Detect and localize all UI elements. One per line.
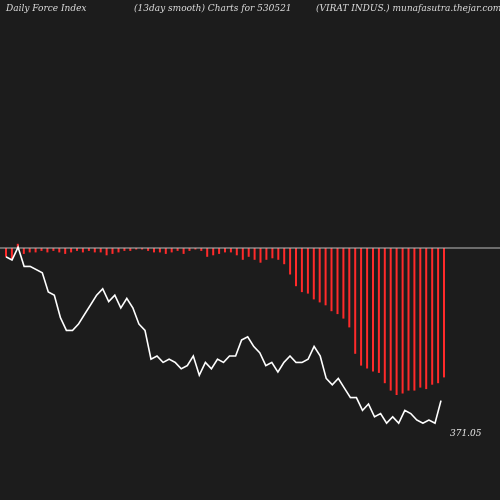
- force-bar: [147, 248, 150, 251]
- force-bar: [413, 248, 416, 391]
- force-bar: [324, 248, 327, 306]
- force-bar: [212, 248, 215, 256]
- force-bar: [52, 248, 55, 251]
- force-bar: [46, 248, 49, 253]
- force-bar: [253, 248, 256, 260]
- force-bar: [425, 248, 428, 390]
- header-right: (VIRAT INDUS.) munafasutra.thejar.com: [316, 3, 500, 14]
- force-bar: [312, 248, 315, 300]
- force-bar: [224, 248, 226, 253]
- force-bar: [34, 248, 37, 253]
- force-bar: [336, 248, 339, 315]
- force-bar: [99, 248, 102, 253]
- force-bar: [194, 248, 197, 250]
- force-bar: [153, 248, 155, 253]
- force-bar: [300, 248, 303, 293]
- force-bar: [360, 248, 363, 366]
- force-bar: [437, 248, 440, 384]
- force-bar: [28, 248, 31, 253]
- force-bar: [105, 248, 108, 256]
- force-bar: [5, 248, 7, 257]
- force-bar: [419, 248, 422, 388]
- force-bar: [76, 248, 78, 251]
- last-price-label: 371.05: [450, 429, 482, 439]
- force-bar: [87, 248, 90, 251]
- force-bar: [164, 248, 167, 254]
- force-bar: [182, 248, 185, 254]
- force-bar: [22, 248, 25, 254]
- force-bar: [141, 248, 144, 250]
- force-bar: [170, 248, 173, 253]
- force-bar: [206, 248, 209, 257]
- force-bar: [16, 243, 19, 248]
- force-bar: [64, 248, 67, 254]
- force-bar: [235, 248, 238, 256]
- force-bar: [295, 248, 297, 287]
- force-bar: [401, 248, 404, 394]
- force-bar: [383, 248, 386, 384]
- force-bar: [40, 248, 43, 251]
- force-bar: [289, 248, 292, 275]
- force-bar: [330, 248, 333, 312]
- force-bar: [241, 248, 244, 260]
- header-center: (13day smooth) Charts for 530521: [134, 3, 292, 14]
- force-bar: [265, 248, 268, 260]
- force-bar: [176, 248, 179, 251]
- force-bar: [129, 248, 132, 251]
- header-left: Daily Force Index: [5, 4, 87, 14]
- force-bar: [354, 248, 357, 354]
- force-bar: [247, 248, 250, 257]
- force-bar: [431, 248, 434, 385]
- force-bar: [200, 248, 203, 251]
- force-bar: [389, 248, 392, 391]
- force-bar: [377, 248, 380, 373]
- force-bar: [135, 248, 138, 250]
- price-line: [5, 245, 442, 425]
- force-bar: [93, 248, 96, 253]
- force-bar: [372, 248, 374, 372]
- force-bar: [348, 248, 351, 328]
- force-bar: [229, 248, 232, 253]
- force-bar: [277, 248, 280, 260]
- force-bar: [318, 248, 321, 303]
- force-bar: [158, 248, 161, 253]
- force-bar: [366, 248, 369, 369]
- force-bar: [407, 248, 410, 391]
- force-bar: [188, 248, 191, 251]
- force-bar: [10, 248, 13, 260]
- force-bar: [306, 248, 309, 294]
- force-bar: [111, 248, 114, 254]
- force-bar: [259, 248, 262, 263]
- force-bars: [5, 243, 445, 395]
- force-bar: [283, 248, 286, 265]
- force-bar: [443, 248, 445, 378]
- force-bar: [81, 248, 84, 253]
- force-bar: [58, 248, 61, 253]
- force-bar: [123, 248, 126, 251]
- force-bar: [117, 248, 120, 253]
- force-bar: [395, 248, 398, 395]
- force-bar: [218, 248, 221, 254]
- force-bar: [70, 248, 73, 253]
- force-bar: [271, 248, 274, 259]
- force-bar: [342, 248, 345, 319]
